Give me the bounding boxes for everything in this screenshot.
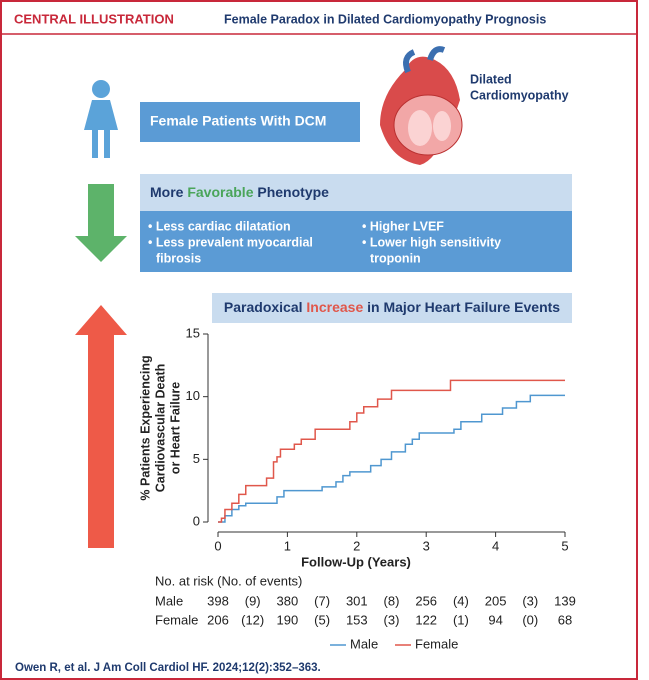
x-tick-label: 4 [492, 538, 499, 553]
risk-cell: 122 [415, 612, 437, 627]
header-title: Female Paradox in Dilated Cardiomyopathy… [224, 12, 546, 26]
risk-cell: (3) [522, 593, 538, 608]
km-curve [218, 394, 565, 523]
y-tick-label: 10 [186, 388, 200, 403]
legend-label: Male [350, 636, 378, 651]
x-tick-label: 3 [423, 538, 430, 553]
bullet: • Higher LVEF [362, 219, 444, 233]
title-part: Paradoxical [224, 299, 307, 315]
risk-cell: 153 [346, 612, 368, 627]
header-label: CENTRAL ILLUSTRATION [14, 11, 174, 26]
title-part: Phenotype [253, 184, 329, 200]
bullet: • Less prevalent myocardial [148, 235, 313, 249]
y-axis-label: % Patients Experiencing [138, 355, 152, 500]
risk-cell: (8) [384, 593, 400, 608]
risk-cell: (5) [314, 612, 330, 627]
risk-cell: 301 [346, 593, 368, 608]
x-tick-label: 0 [214, 538, 221, 553]
risk-cell: (3) [384, 612, 400, 627]
risk-cell: (12) [241, 612, 264, 627]
risk-cell: (0) [522, 612, 538, 627]
citation: Owen R, et al. J Am Coll Cardiol HF. 202… [15, 662, 321, 674]
y-tick-label: 0 [193, 513, 200, 528]
bullet: troponin [370, 251, 421, 265]
heart-label: Dilated [470, 72, 512, 86]
risk-row-name: Female [155, 612, 198, 627]
phenotype-title-box [140, 174, 572, 211]
patients-box [140, 102, 360, 142]
risk-cell: (9) [245, 593, 261, 608]
title-part: in Major Heart Failure Events [363, 299, 560, 315]
heart-label: Cardiomyopathy [470, 88, 569, 102]
risk-cell: 206 [207, 612, 229, 627]
risk-cell: 139 [554, 593, 576, 608]
phenotype-box [140, 211, 572, 272]
risk-cell: 94 [488, 612, 502, 627]
risk-cell: 256 [415, 593, 437, 608]
bullet: fibrosis [156, 251, 201, 265]
risk-row-name: Male [155, 593, 183, 608]
risk-cell: 205 [485, 593, 507, 608]
risk-cell: (7) [314, 593, 330, 608]
risk-cell: 398 [207, 593, 229, 608]
km-curve [218, 379, 565, 523]
patients-text: Female Patients With DCM [150, 113, 326, 129]
y-tick-label: 5 [193, 451, 200, 466]
title-part: Increase [306, 299, 363, 315]
y-tick-label: 15 [186, 325, 200, 340]
x-axis-label: Follow-Up (Years) [301, 554, 411, 569]
chart-title: Paradoxical Increase in Major Heart Fail… [224, 299, 560, 315]
down-arrow [75, 184, 127, 262]
x-tick-label: 5 [561, 538, 568, 553]
bullet: • Less cardiac dilatation [148, 219, 291, 233]
up-arrow [75, 305, 127, 548]
risk-cell: (1) [453, 612, 469, 627]
heart-icon [380, 46, 463, 165]
y-axis-label: or Heart Failure [168, 382, 182, 474]
risk-cell: 380 [277, 593, 299, 608]
title-part: Favorable [187, 184, 253, 200]
risk-cell: (4) [453, 593, 469, 608]
x-tick-label: 2 [353, 538, 360, 553]
chart-title-box [212, 293, 572, 323]
legend-label: Female [415, 636, 458, 651]
x-tick-label: 1 [284, 538, 291, 553]
bullet: • Lower high sensitivity [362, 235, 501, 249]
risk-cell: 68 [558, 612, 572, 627]
phenotype-title: More Favorable Phenotype [150, 184, 329, 200]
risk-table-title: No. at risk (No. of events) [155, 573, 302, 588]
title-part: More [150, 184, 187, 200]
risk-cell: 190 [277, 612, 299, 627]
y-axis-label: Cardiovascular Death [153, 364, 167, 493]
female-icon [84, 80, 118, 158]
